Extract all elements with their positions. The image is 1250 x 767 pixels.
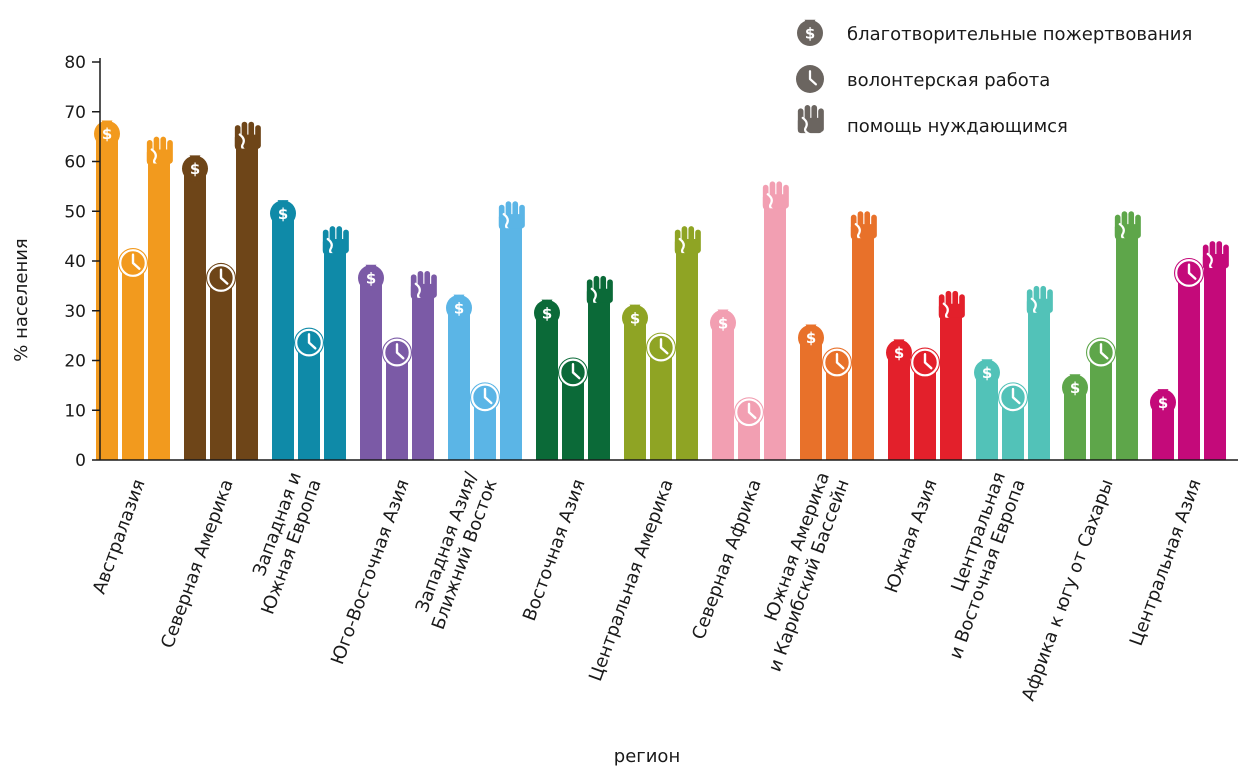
- bar-money-bag: $: [1150, 389, 1176, 460]
- svg-text:$: $: [454, 299, 464, 317]
- category-label: Южная Азия: [881, 477, 942, 596]
- bar-money-bag: $: [182, 155, 208, 460]
- category-label: Центральная Азия: [1126, 477, 1206, 649]
- bar-raised-hand: [1026, 285, 1053, 460]
- category-label: Западная иЮжная Европа: [238, 469, 326, 617]
- svg-text:$: $: [542, 304, 552, 322]
- category-label: Африка к югу от Сахары: [1018, 477, 1118, 704]
- svg-text:$: $: [190, 160, 200, 178]
- y-tick-label: 30: [64, 302, 86, 322]
- category-label: Восточная Азия: [519, 477, 590, 624]
- bar-raised-hand: [1202, 241, 1229, 460]
- bar-money-bag: $: [534, 299, 560, 460]
- y-tick-label: 0: [75, 451, 86, 471]
- y-tick-label: 10: [64, 401, 86, 421]
- y-axis-title: % населения: [11, 238, 32, 361]
- bar-clock: [294, 327, 324, 460]
- bar-clock: [1086, 337, 1116, 460]
- bar-clock: [558, 357, 588, 460]
- axes: [99, 58, 1238, 461]
- legend-label: благотворительные пожертвования: [847, 24, 1192, 45]
- bar-clock: [646, 332, 676, 460]
- bar-raised-hand: [322, 226, 349, 460]
- legend-label: волонтерская работа: [847, 70, 1050, 91]
- bar-raised-hand: [146, 136, 173, 460]
- raised-hand-icon: [797, 105, 824, 136]
- category-label: Австралазия: [89, 477, 150, 597]
- y-tick-label: 50: [64, 202, 86, 222]
- bar-clock: [734, 397, 764, 460]
- bar-clock: [998, 382, 1028, 460]
- legend-item-clock: волонтерская работа: [796, 65, 1050, 93]
- svg-text:$: $: [718, 314, 728, 332]
- svg-text:$: $: [278, 205, 288, 223]
- bars: $ $ $ $ $ $ $ $ $ $ $ $ $: [94, 120, 1229, 461]
- legend-label: помощь нуждающимся: [847, 116, 1068, 137]
- svg-text:$: $: [102, 125, 112, 143]
- bar-clock: [470, 382, 500, 460]
- category-label: Северная Африка: [688, 477, 765, 643]
- svg-text:$: $: [1158, 394, 1168, 412]
- bar-money-bag: $: [798, 324, 824, 460]
- svg-text:$: $: [982, 364, 992, 382]
- bar-money-bag: $: [270, 200, 296, 460]
- legend-item-raised-hand: помощь нуждающимся: [797, 105, 1068, 137]
- bar-clock: [822, 347, 852, 460]
- bar-raised-hand: [850, 211, 877, 460]
- clock-icon: [796, 65, 824, 93]
- bar-raised-hand: [1114, 211, 1141, 460]
- bar-raised-hand: [410, 270, 437, 460]
- y-tick-label: 70: [64, 103, 86, 123]
- bar-clock: [118, 248, 148, 460]
- category-label: Юго-Восточная Азия: [327, 477, 414, 668]
- bar-money-bag: $: [886, 339, 912, 460]
- bar-money-bag: $: [446, 294, 472, 460]
- category-label: Северная Америка: [157, 477, 238, 652]
- legend-item-money-bag: $ благотворительные пожертвования: [797, 19, 1192, 46]
- bar-money-bag: $: [1062, 374, 1088, 460]
- bar-money-bag: $: [94, 120, 120, 460]
- svg-text:$: $: [1070, 379, 1080, 397]
- svg-text:$: $: [366, 269, 376, 287]
- bar-raised-hand: [586, 275, 613, 460]
- bar-raised-hand: [234, 121, 261, 461]
- bar-clock: [1174, 257, 1204, 460]
- svg-text:$: $: [630, 309, 640, 327]
- bar-clock: [382, 337, 412, 460]
- category-label: Южная Америкаи Карибский Бассейн: [745, 469, 854, 674]
- money-bag-icon: $: [797, 19, 823, 46]
- svg-text:$: $: [805, 24, 815, 42]
- category-label: Западная Азия/Ближний Восток: [408, 468, 502, 632]
- bar-money-bag: $: [358, 264, 384, 460]
- category-label: Центральнаяи Восточная Европа: [925, 469, 1029, 661]
- y-tick-label: 40: [64, 252, 86, 272]
- y-axis-ticks: 0 10 20 30 40 50 60 70 80: [64, 53, 100, 471]
- svg-text:$: $: [894, 344, 904, 362]
- bar-clock: [206, 262, 236, 460]
- bar-raised-hand: [674, 226, 701, 460]
- bar-money-bag: $: [622, 304, 648, 460]
- bar-raised-hand: [938, 290, 965, 460]
- legend: $ благотворительные пожертвования волонтер…: [796, 19, 1192, 137]
- y-tick-label: 60: [64, 153, 86, 173]
- x-axis-labels: Австралазия Северная Америка Западная иЮжн…: [89, 468, 1206, 703]
- bar-clock: [910, 347, 940, 460]
- y-tick-label: 20: [64, 352, 86, 372]
- svg-text:$: $: [806, 329, 816, 347]
- category-label: Центральная Америка: [585, 477, 678, 685]
- x-axis-title: регион: [614, 746, 680, 767]
- y-tick-label: 80: [64, 53, 86, 73]
- bar-raised-hand: [762, 181, 789, 460]
- bar-money-bag: $: [710, 309, 736, 460]
- bar-money-bag: $: [974, 359, 1000, 460]
- bar-raised-hand: [498, 201, 525, 460]
